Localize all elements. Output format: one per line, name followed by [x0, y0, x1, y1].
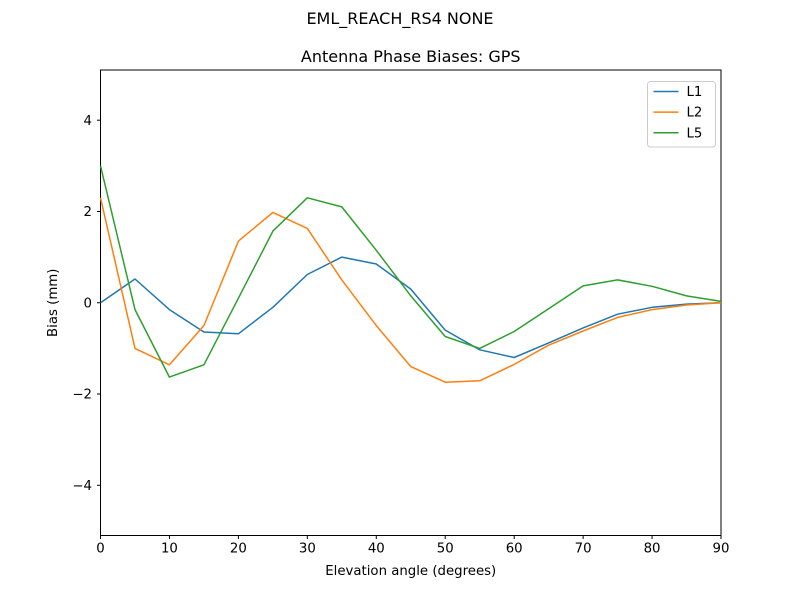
legend-label-L1: L1: [687, 85, 703, 100]
series-line-L1: [100, 256, 722, 359]
y-axis-ticks: −4 −2 0 2 4: [72, 114, 101, 494]
series-line-L5: [99, 165, 722, 378]
x-axis-label: Elevation angle (degrees): [325, 564, 496, 579]
y-tick-label: −2: [72, 388, 92, 403]
x-tick-label: 60: [506, 542, 523, 557]
x-tick-label: 90: [713, 542, 730, 557]
legend: L1 L2 L5: [647, 81, 716, 148]
y-tick-label: 4: [84, 114, 92, 129]
x-tick-label: 40: [368, 542, 385, 557]
x-tick-label: 70: [575, 542, 592, 557]
x-tick-label: 30: [299, 542, 316, 557]
x-axis-ticks: 0 10 20 30 40 50 60 70 80 90: [96, 535, 730, 557]
y-tick-label: 2: [84, 205, 92, 220]
legend-entries: L1 L2 L5: [653, 85, 703, 141]
legend-box: [647, 81, 716, 148]
y-axis-label: Bias (mm): [46, 269, 61, 337]
x-tick-label: 20: [230, 542, 247, 557]
x-tick-label: 80: [644, 542, 661, 557]
x-tick-label: 10: [161, 542, 178, 557]
plot-border: [100, 69, 722, 536]
y-tick-label: −4: [72, 479, 92, 494]
legend-label-L2: L2: [687, 106, 703, 121]
figure-suptitle: EML_REACH_RS4 NONE: [306, 9, 493, 29]
y-tick-label: 0: [84, 296, 92, 311]
legend-label-L5: L5: [687, 126, 703, 141]
series-lines: [99, 165, 722, 383]
axes-title: Antenna Phase Biases: GPS: [301, 47, 521, 66]
x-tick-label: 50: [437, 542, 454, 557]
series-line-L2: [99, 197, 722, 383]
x-tick-label: 0: [96, 542, 104, 557]
